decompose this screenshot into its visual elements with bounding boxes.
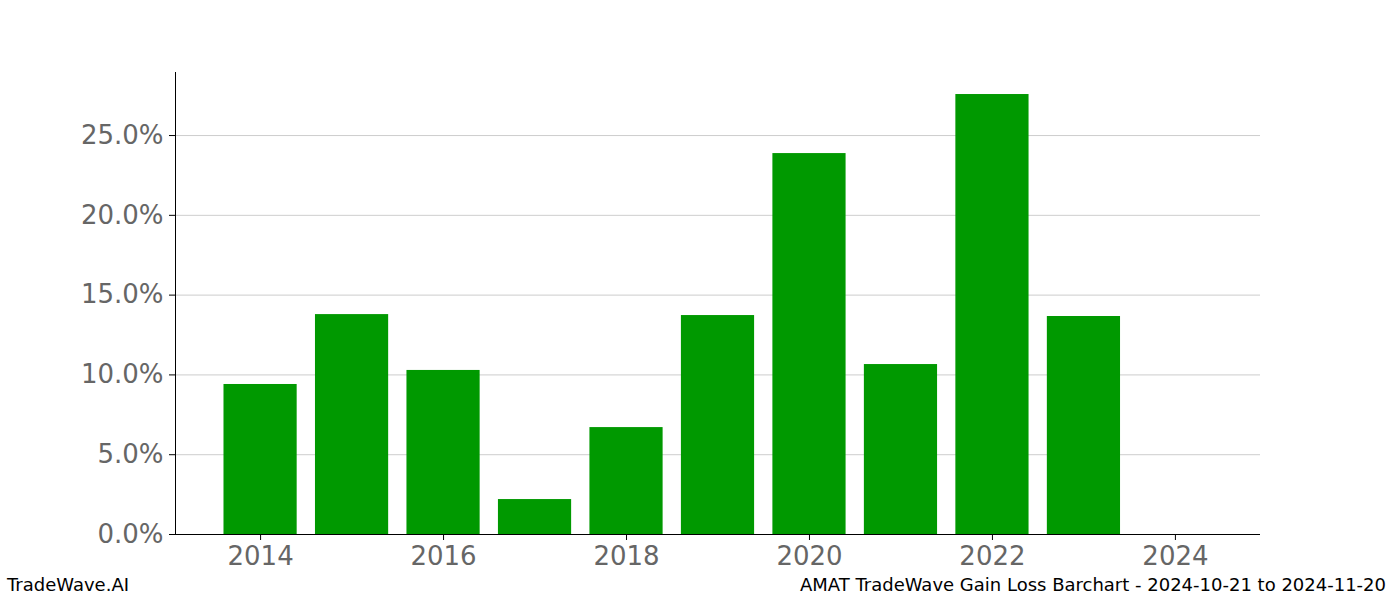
html-text:AMAT TradeWave Gain Loss Barch: AMAT TradeWave Gain Loss Barchart - 2024… [800,574,1386,595]
svg-text:20.0%: 20.0% [81,200,164,230]
svg-text:2020: 2020 [776,541,842,570]
html-text:TradeWave.AI: TradeWave.AI [7,574,129,595]
svg-text:25.0%: 25.0% [81,120,164,150]
svg-text:2024: 2024 [1142,541,1208,570]
svg-text:2014: 2014 [227,541,293,570]
svg-text:15.0%: 15.0% [81,279,164,309]
svg-text:2022: 2022 [959,541,1025,570]
svg-text:5.0%: 5.0% [97,439,163,469]
svg-text:2018: 2018 [593,541,659,570]
svg-text:10.0%: 10.0% [81,359,164,389]
svg-text:0.0%: 0.0% [97,519,163,549]
svg-text:2016: 2016 [410,541,476,570]
